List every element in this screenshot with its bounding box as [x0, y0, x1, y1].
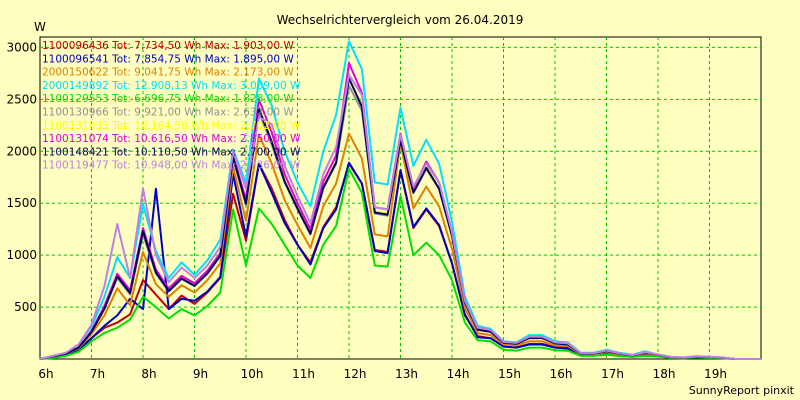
- y-tick-label: 3000: [6, 40, 37, 54]
- legend: 1100096436 Tot: 7.734,50 Wh Max: 1.903,0…: [42, 40, 301, 172]
- footer-credit: SunnyReport pinxit: [688, 384, 794, 397]
- x-tick-label: 9h: [193, 367, 208, 381]
- y-axis-unit-label: W: [34, 20, 46, 34]
- legend-entry-10: 1100119477 Tot: 10.948,00 Wh Max: 2.736,…: [42, 160, 301, 172]
- x-tick-label: 16h: [550, 367, 573, 381]
- series-line-10: [39, 73, 761, 360]
- legend-entry-9: 1100148421 Tot: 10.110,50 Wh Max: 2.700,…: [42, 146, 301, 158]
- legend-entry-2: 1100096541 Tot: 7.854,75 Wh Max: 1.895,0…: [42, 53, 294, 65]
- legend-entry-3: 2000150622 Tot: 9.041,75 Wh Max: 2.173,0…: [42, 67, 294, 79]
- x-axis: 6h 7h 8h 9h 10h 11h 12h 13h 14h 15h 16h 17h 18h 19h: [38, 367, 727, 381]
- y-tick-label: 1000: [6, 248, 37, 262]
- legend-entry-4: 2000149892 Tot: 12.908,13 Wh Max: 3.069,…: [42, 80, 301, 92]
- x-tick-label: 6h: [38, 367, 53, 381]
- y-tick-label: 2500: [6, 92, 37, 106]
- x-tick-label: 7h: [90, 367, 105, 381]
- series-lines: [39, 40, 761, 360]
- legend-entry-1: 1100096436 Tot: 7.734,50 Wh Max: 1.903,0…: [42, 40, 294, 52]
- chart-title: Wechselrichtervergleich vom 26.04.2019: [277, 13, 524, 27]
- x-tick-label: 19h: [704, 367, 727, 381]
- series-line-5: [39, 167, 761, 360]
- legend-entry-5: 1100129553 Tot: 6.696,75 Wh Max: 1.828,0…: [42, 93, 294, 105]
- x-tick-label: 10h: [241, 367, 264, 381]
- x-tick-label: 14h: [447, 367, 470, 381]
- x-tick-label: 18h: [653, 367, 676, 381]
- x-tick-label: 8h: [141, 367, 156, 381]
- legend-entry-8: 1100131074 Tot: 10.616,50 Wh Max: 2.850,…: [42, 133, 301, 145]
- y-tick-label: 500: [14, 300, 37, 314]
- x-tick-label: 13h: [395, 367, 418, 381]
- y-tick-label: 1500: [6, 196, 37, 210]
- y-axis: 500 1000 1500 2000 2500 3000: [6, 40, 37, 314]
- x-tick-label: 12h: [344, 367, 367, 381]
- legend-entry-6: 1100130966 Tot: 9.921,00 Wh Max: 2.632,0…: [42, 107, 294, 119]
- grid: [40, 37, 761, 359]
- x-tick-label: 11h: [292, 367, 315, 381]
- x-tick-label: 17h: [601, 367, 624, 381]
- x-tick-label: 15h: [498, 367, 521, 381]
- y-tick-label: 2000: [6, 144, 37, 158]
- legend-entry-7: 1100131035 Tot: 10.164,50 Wh Max: 2.702,…: [42, 120, 301, 132]
